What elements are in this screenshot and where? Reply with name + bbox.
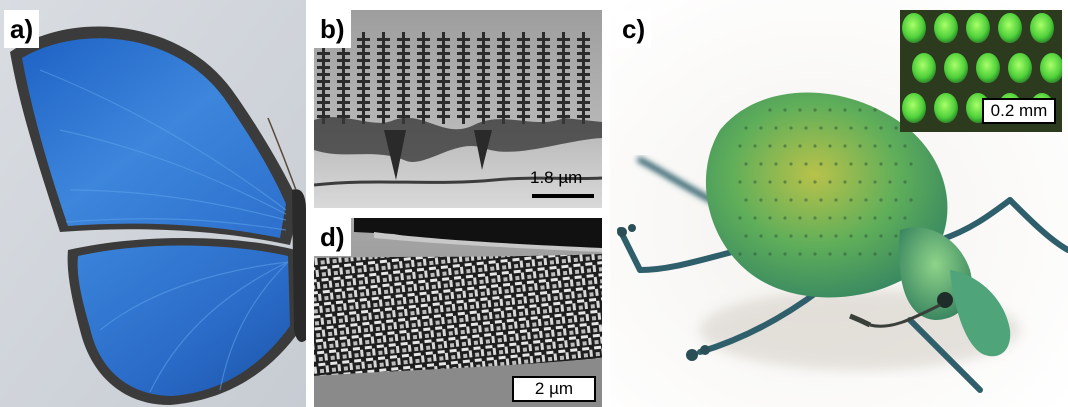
panel-b-sem-scales: b) 1.8 µm bbox=[314, 10, 602, 208]
panel-b-scale-bar bbox=[532, 194, 594, 198]
panel-c-beetle: c) 0.2 mm bbox=[610, 0, 1068, 407]
panel-d-label: d) bbox=[314, 218, 351, 256]
panel-c-inset: 0.2 mm bbox=[900, 10, 1062, 132]
butterfly-wing-image bbox=[0, 0, 306, 407]
panel-c-label: c) bbox=[616, 10, 652, 48]
panel-b-label: b) bbox=[314, 10, 351, 48]
panel-b-scale-bar-text: 1.8 µm bbox=[530, 168, 583, 187]
panel-a-butterfly: a) bbox=[0, 0, 306, 407]
panel-c-inset-scale-bar: 0.2 mm bbox=[982, 98, 1056, 124]
sem-surface-image bbox=[314, 218, 602, 407]
panel-a-label: a) bbox=[4, 10, 40, 48]
panel-d-sem-surface: d) 2 µm bbox=[314, 218, 602, 407]
sem-scales-image bbox=[314, 10, 602, 208]
panel-d-scale-bar-box: 2 µm bbox=[512, 376, 596, 402]
